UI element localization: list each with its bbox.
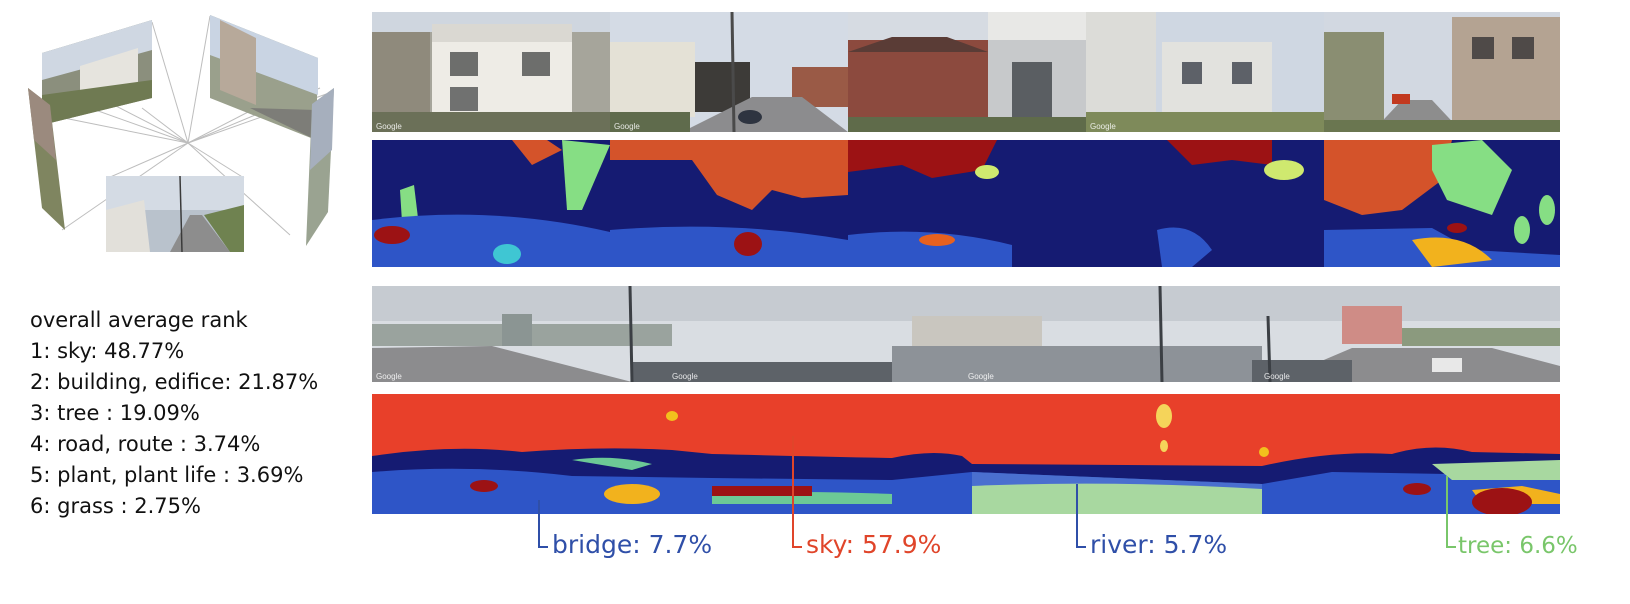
- callout-river-line: [1076, 484, 1078, 548]
- street-photo-strip-top: Google Google Google: [372, 12, 1560, 132]
- callout-sky-line: [792, 436, 794, 548]
- google-watermark: Google: [376, 372, 402, 381]
- callout-river-label: river: 5.7%: [1090, 530, 1228, 559]
- average-rank-panel: overall average rank 1: sky: 48.77% 2: b…: [30, 305, 360, 522]
- callout-river-foot: [1076, 546, 1086, 548]
- callout-bridge-label: bridge: 7.7%: [552, 530, 713, 559]
- rank-item-tree: 3: tree : 19.09%: [30, 401, 200, 425]
- rank-item-sky: 1: sky: 48.77%: [30, 339, 185, 363]
- street-photo-strip-bottom: Google Google Google Google: [372, 286, 1560, 382]
- callout-sky-foot: [792, 546, 802, 548]
- callout-tree-label: tree: 6.6%: [1458, 533, 1578, 559]
- segmentation-map-top: [372, 140, 1560, 267]
- callout-bridge-foot: [538, 546, 548, 548]
- segmentation-map-bottom: [372, 394, 1560, 514]
- rank-item-grass: 6: grass : 2.75%: [30, 494, 201, 518]
- callout-tree-line: [1446, 476, 1448, 548]
- rank-title: overall average rank: [30, 308, 248, 332]
- google-watermark: Google: [968, 372, 994, 381]
- rank-item-building: 2: building, edifice: 21.87%: [30, 370, 319, 394]
- callout-tree-foot: [1446, 546, 1456, 548]
- rank-item-road: 4: road, route : 3.74%: [30, 432, 261, 456]
- cube-panorama-diagram: [20, 10, 350, 270]
- callout-bridge-line: [538, 500, 540, 548]
- google-watermark: Google: [614, 122, 640, 131]
- google-watermark: Google: [376, 122, 402, 131]
- rank-item-plant: 5: plant, plant life : 3.69%: [30, 463, 304, 487]
- callout-sky-label: sky: 57.9%: [806, 530, 942, 559]
- google-watermark: Google: [1090, 122, 1116, 131]
- google-watermark: Google: [1264, 372, 1290, 381]
- google-watermark: Google: [672, 372, 698, 381]
